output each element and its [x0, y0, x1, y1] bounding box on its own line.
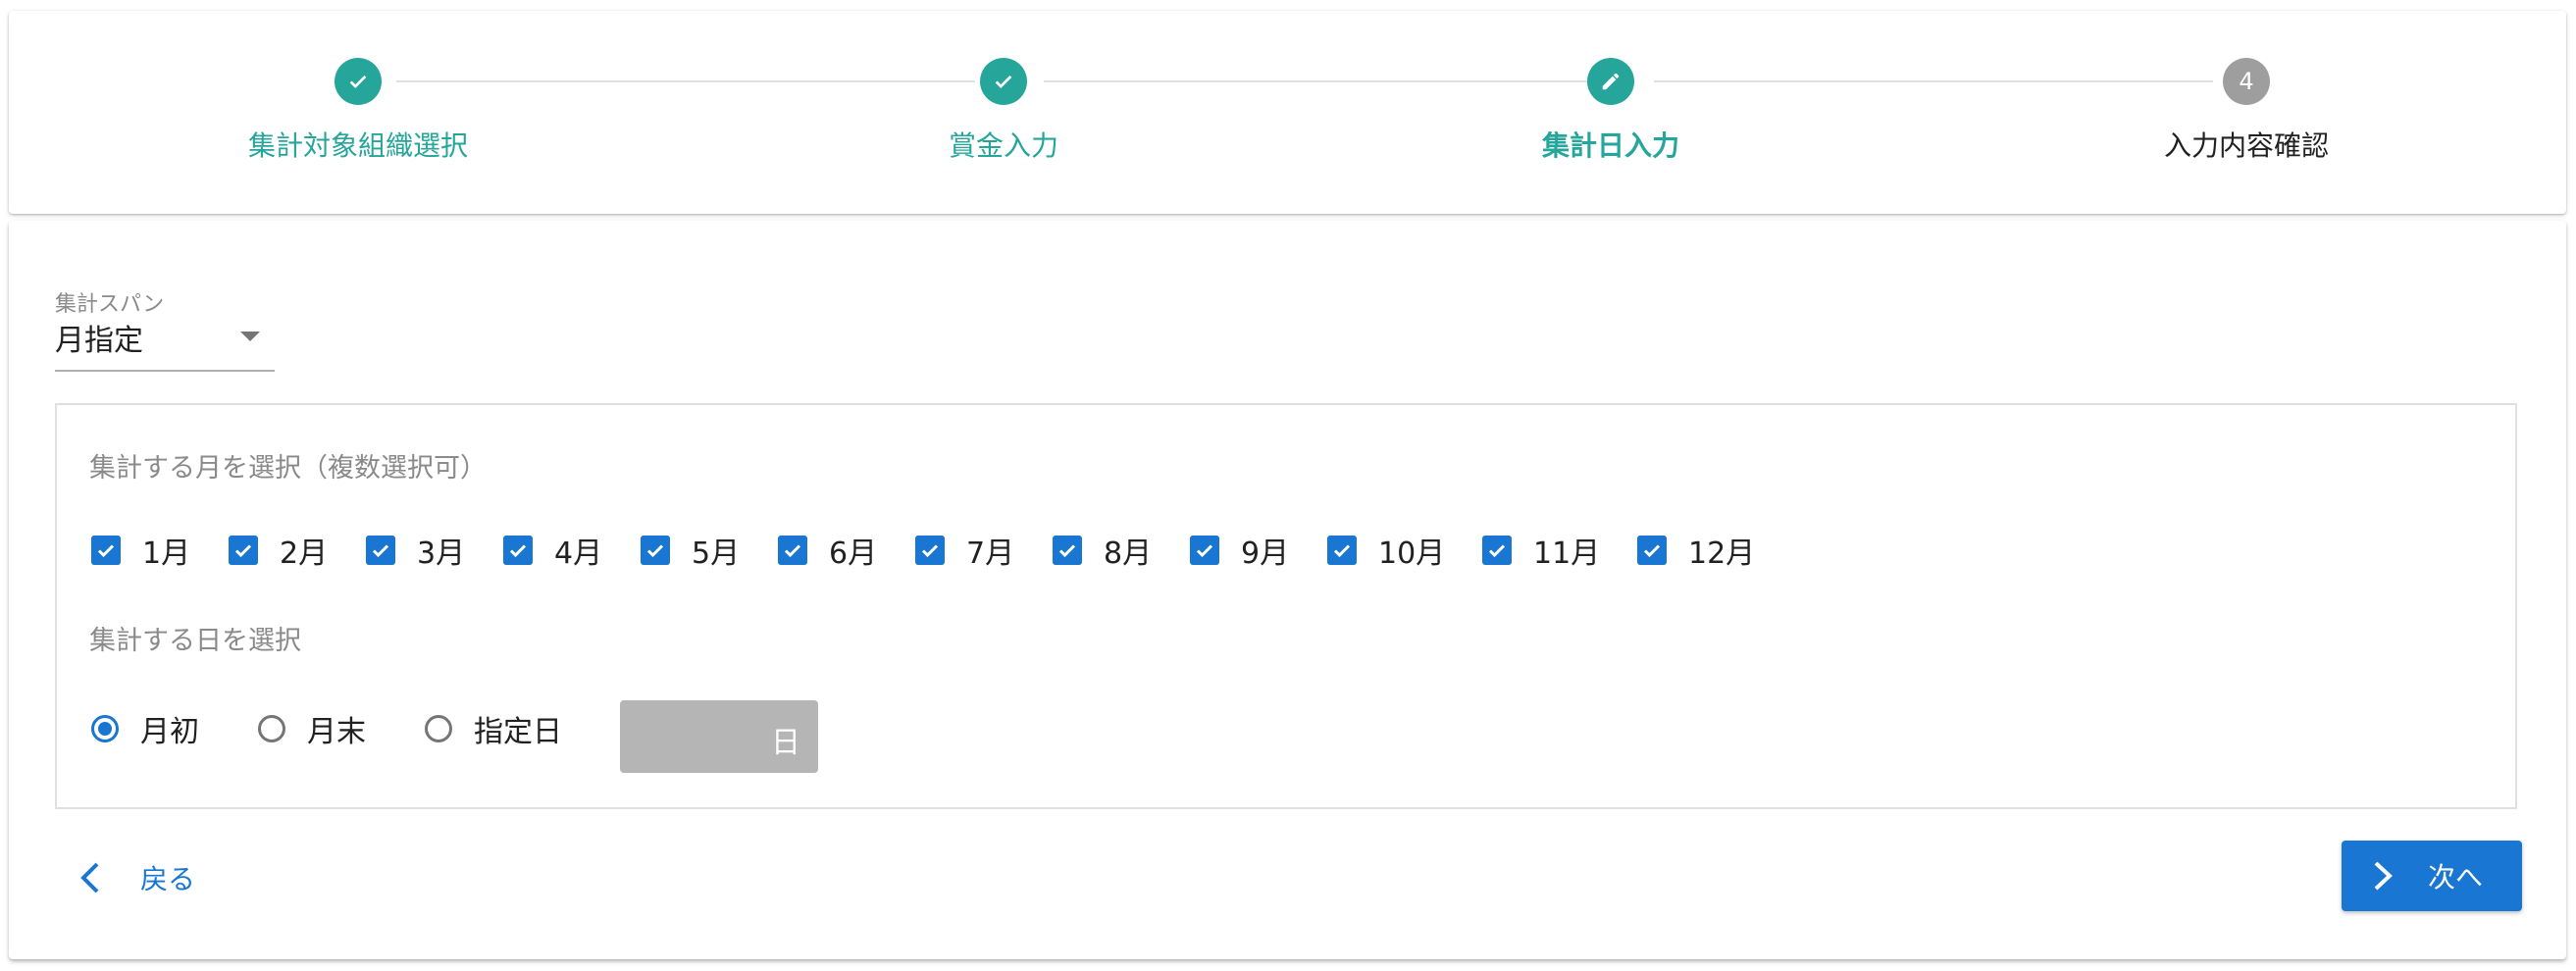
radio-unselected-icon[interactable] — [425, 715, 452, 742]
step-connector — [1654, 80, 2213, 82]
radio-month-end[interactable]: 月末 — [258, 709, 366, 749]
check-icon — [335, 58, 382, 105]
month-label: 1月 — [142, 537, 191, 571]
stepper: 集計対象組織選択 賞金入力 集計日入力 4 入力内容確認 — [9, 11, 2566, 214]
next-button[interactable]: 次へ — [2342, 841, 2522, 911]
step-confirm: 4 入力内容確認 — [2050, 11, 2443, 207]
step-connector — [396, 80, 975, 82]
checkbox-checked-icon[interactable] — [503, 536, 533, 565]
step-label: 賞金入力 — [948, 129, 1058, 162]
radio-unselected-icon[interactable] — [258, 715, 285, 742]
month-checkbox-1[interactable]: 1月 — [91, 531, 191, 571]
month-checkbox-12[interactable]: 12月 — [1637, 531, 1756, 571]
pencil-icon — [1587, 58, 1634, 105]
date-settings-box: 集計する月を選択（複数選択可） 1月 2月 3月 4月 5月 6月 7月 — [55, 403, 2517, 809]
checkbox-checked-icon[interactable] — [1190, 536, 1219, 565]
step-connector — [1044, 80, 1593, 82]
radio-month-start[interactable]: 月初 — [91, 709, 199, 749]
step-number: 4 — [2223, 58, 2270, 105]
step-label: 集計対象組織選択 — [247, 129, 468, 162]
month-checkbox-11[interactable]: 11月 — [1482, 531, 1601, 571]
checkbox-checked-icon[interactable] — [778, 536, 807, 565]
span-select-label: 集計スパン — [55, 292, 165, 317]
month-checkbox-3[interactable]: 3月 — [366, 531, 466, 571]
checkbox-checked-icon[interactable] — [1053, 536, 1082, 565]
radio-selected-icon[interactable] — [91, 715, 119, 742]
checkbox-checked-icon[interactable] — [366, 536, 395, 565]
month-label: 7月 — [966, 537, 1015, 571]
checkbox-checked-icon[interactable] — [1327, 536, 1357, 565]
month-label: 5月 — [692, 537, 741, 571]
radio-label: 月初 — [140, 715, 199, 749]
checkbox-checked-icon[interactable] — [91, 536, 121, 565]
checkbox-checked-icon[interactable] — [1637, 536, 1667, 565]
chevron-right-icon — [2371, 860, 2395, 892]
month-label: 6月 — [829, 537, 878, 571]
step-date-input: 集計日入力 — [1415, 11, 1807, 207]
month-checkbox-7[interactable]: 7月 — [915, 531, 1015, 571]
step-label: 入力内容確認 — [2163, 129, 2329, 162]
day-suffix: 日 — [771, 726, 800, 760]
month-checkbox-6[interactable]: 6月 — [778, 531, 878, 571]
month-label: 10月 — [1378, 537, 1446, 571]
day-input[interactable]: 日 — [620, 700, 818, 773]
step-prize-input: 賞金入力 — [807, 11, 1200, 207]
select-underline — [55, 370, 275, 372]
next-button-label: 次へ — [2428, 861, 2484, 894]
back-button[interactable]: 戻る — [77, 850, 195, 905]
month-checkbox-2[interactable]: 2月 — [229, 531, 329, 571]
checkbox-checked-icon[interactable] — [641, 536, 670, 565]
month-label: 8月 — [1104, 537, 1153, 571]
form-panel: 集計スパン 月指定 集計する月を選択（複数選択可） 1月 2月 3月 4月 5月 — [9, 221, 2566, 959]
month-label: 3月 — [417, 537, 466, 571]
dropdown-arrow-icon[interactable] — [240, 332, 260, 341]
radio-label: 月末 — [307, 715, 366, 749]
span-select-value[interactable]: 月指定 — [55, 324, 143, 358]
month-checkbox-5[interactable]: 5月 — [641, 531, 741, 571]
checkbox-checked-icon[interactable] — [1482, 536, 1512, 565]
chevron-left-icon — [77, 861, 103, 894]
month-label: 12月 — [1688, 537, 1756, 571]
checkbox-checked-icon[interactable] — [229, 536, 258, 565]
step-organization-select: 集計対象組織選択 — [162, 11, 554, 207]
radio-label: 指定日 — [474, 715, 562, 749]
days-section-title: 集計する日を選択 — [89, 626, 301, 656]
month-checkbox-4[interactable]: 4月 — [503, 531, 603, 571]
step-label: 集計日入力 — [1541, 129, 1679, 162]
month-label: 4月 — [554, 537, 603, 571]
month-checkbox-8[interactable]: 8月 — [1053, 531, 1153, 571]
months-section-title: 集計する月を選択（複数選択可） — [89, 453, 487, 484]
month-checkbox-10[interactable]: 10月 — [1327, 531, 1446, 571]
back-button-label: 戻る — [140, 863, 196, 895]
month-checkbox-9[interactable]: 9月 — [1190, 531, 1290, 571]
radio-dot — [98, 722, 112, 736]
month-label: 2月 — [280, 537, 329, 571]
radio-specified-day[interactable]: 指定日 — [425, 709, 562, 749]
month-label: 11月 — [1533, 537, 1601, 571]
check-icon — [980, 58, 1027, 105]
checkbox-checked-icon[interactable] — [915, 536, 945, 565]
month-label: 9月 — [1241, 537, 1290, 571]
